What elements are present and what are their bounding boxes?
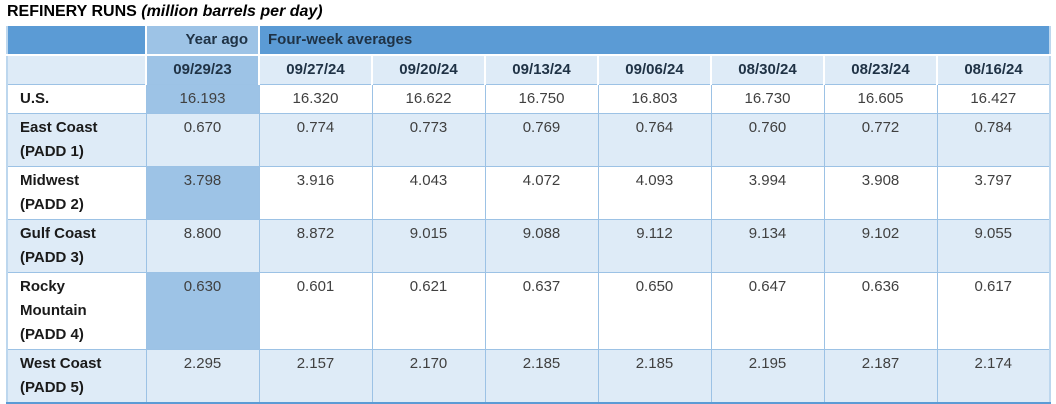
row-gulf-coast: Gulf Coast (PADD 3) 8.800 8.872 9.015 9.0… — [7, 219, 1051, 273]
value-cell: 16.730 — [711, 84, 825, 114]
value-cell: 9.055 — [937, 219, 1051, 273]
value-cell: 0.760 — [711, 113, 825, 167]
value-cell: 2.170 — [372, 349, 486, 404]
value-cell: 9.015 — [372, 219, 486, 273]
value-cell: 9.112 — [598, 219, 712, 273]
value-cell: 16.193 — [146, 84, 260, 114]
value-cell: 0.601 — [259, 272, 373, 350]
date-header-row: 09/29/23 09/27/24 09/20/24 09/13/24 09/0… — [7, 55, 1051, 85]
value-cell: 0.630 — [146, 272, 260, 350]
year-ago-group-header: Year ago — [146, 26, 260, 56]
row-label: East Coast (PADD 1) — [7, 113, 147, 167]
title-main: REFINERY RUNS — [7, 3, 137, 20]
value-cell: 16.320 — [259, 84, 373, 114]
value-cell: 2.295 — [146, 349, 260, 404]
row-label-text: Gulf Coast — [20, 225, 96, 242]
date-header: 09/13/24 — [485, 55, 599, 85]
value-cell: 3.908 — [824, 166, 938, 220]
date-header: 09/27/24 — [259, 55, 373, 85]
value-cell: 3.797 — [937, 166, 1051, 220]
value-cell: 9.102 — [824, 219, 938, 273]
value-cell: 16.803 — [598, 84, 712, 114]
row-label-text: U.S. — [20, 90, 50, 107]
date-header: 09/29/23 — [146, 55, 260, 85]
value-cell: 0.636 — [824, 272, 938, 350]
value-cell: 0.647 — [711, 272, 825, 350]
value-cell: 0.764 — [598, 113, 712, 167]
value-cell: 2.187 — [824, 349, 938, 404]
row-east-coast: East Coast (PADD 1) 0.670 0.774 0.773 0.7… — [7, 113, 1051, 167]
row-west-coast: West Coast (PADD 5) 2.295 2.157 2.170 2.1… — [7, 349, 1051, 404]
value-cell: 8.872 — [259, 219, 373, 273]
value-cell: 0.650 — [598, 272, 712, 350]
value-cell: 16.750 — [485, 84, 599, 114]
date-header: 08/30/24 — [711, 55, 825, 85]
value-cell: 4.093 — [598, 166, 712, 220]
value-cell: 4.072 — [485, 166, 599, 220]
value-cell: 0.784 — [937, 113, 1051, 167]
value-cell: 8.800 — [146, 219, 260, 273]
page-title: REFINERY RUNS (million barrels per day) — [7, 3, 1056, 21]
row-label-padd: (PADD 3) — [20, 249, 84, 266]
row-label-padd: (PADD 4) — [20, 326, 84, 343]
value-cell: 3.994 — [711, 166, 825, 220]
date-header: 09/06/24 — [598, 55, 712, 85]
blank-header-cell — [7, 55, 147, 85]
value-cell: 9.088 — [485, 219, 599, 273]
row-label: Gulf Coast (PADD 3) — [7, 219, 147, 273]
row-label: U.S. — [7, 84, 147, 114]
value-cell: 3.916 — [259, 166, 373, 220]
value-cell: 16.622 — [372, 84, 486, 114]
value-cell: 0.621 — [372, 272, 486, 350]
value-cell: 2.185 — [598, 349, 712, 404]
value-cell: 16.605 — [824, 84, 938, 114]
row-midwest: Midwest (PADD 2) 3.798 3.916 4.043 4.072 … — [7, 166, 1051, 220]
row-label-text: West Coast — [20, 355, 102, 372]
value-cell: 4.043 — [372, 166, 486, 220]
value-cell: 0.637 — [485, 272, 599, 350]
value-cell: 0.772 — [824, 113, 938, 167]
four-week-averages-group-header: Four-week averages — [259, 26, 1051, 56]
row-label-text: Midwest — [20, 172, 80, 189]
title-unit: (million barrels per day) — [141, 3, 323, 20]
value-cell: 16.427 — [937, 84, 1051, 114]
row-rocky-mountain: Rocky Mountain (PADD 4) 0.630 0.601 0.621… — [7, 272, 1051, 350]
row-label-padd: (PADD 2) — [20, 196, 84, 213]
value-cell: 0.617 — [937, 272, 1051, 350]
date-header: 08/16/24 — [937, 55, 1051, 85]
row-label: Midwest (PADD 2) — [7, 166, 147, 220]
corner-cell — [7, 26, 147, 56]
row-label: West Coast (PADD 5) — [7, 349, 147, 404]
value-cell: 9.134 — [711, 219, 825, 273]
value-cell: 3.798 — [146, 166, 260, 220]
refinery-runs-table: Year ago Four-week averages 09/29/23 09/… — [6, 26, 1052, 404]
value-cell: 2.174 — [937, 349, 1051, 404]
row-label-padd: (PADD 1) — [20, 143, 84, 160]
date-header: 09/20/24 — [372, 55, 486, 85]
value-cell: 0.769 — [485, 113, 599, 167]
row-label-text: East Coast — [20, 119, 98, 136]
value-cell: 0.773 — [372, 113, 486, 167]
row-label: Rocky Mountain (PADD 4) — [7, 272, 147, 350]
value-cell: 0.670 — [146, 113, 260, 167]
group-header-row: Year ago Four-week averages — [7, 26, 1051, 56]
date-header: 08/23/24 — [824, 55, 938, 85]
row-us: U.S. 16.193 16.320 16.622 16.750 16.803 … — [7, 84, 1051, 114]
value-cell: 0.774 — [259, 113, 373, 167]
row-label-padd: (PADD 5) — [20, 379, 84, 396]
value-cell: 2.185 — [485, 349, 599, 404]
row-label-text: Rocky Mountain — [20, 278, 87, 319]
value-cell: 2.195 — [711, 349, 825, 404]
value-cell: 2.157 — [259, 349, 373, 404]
